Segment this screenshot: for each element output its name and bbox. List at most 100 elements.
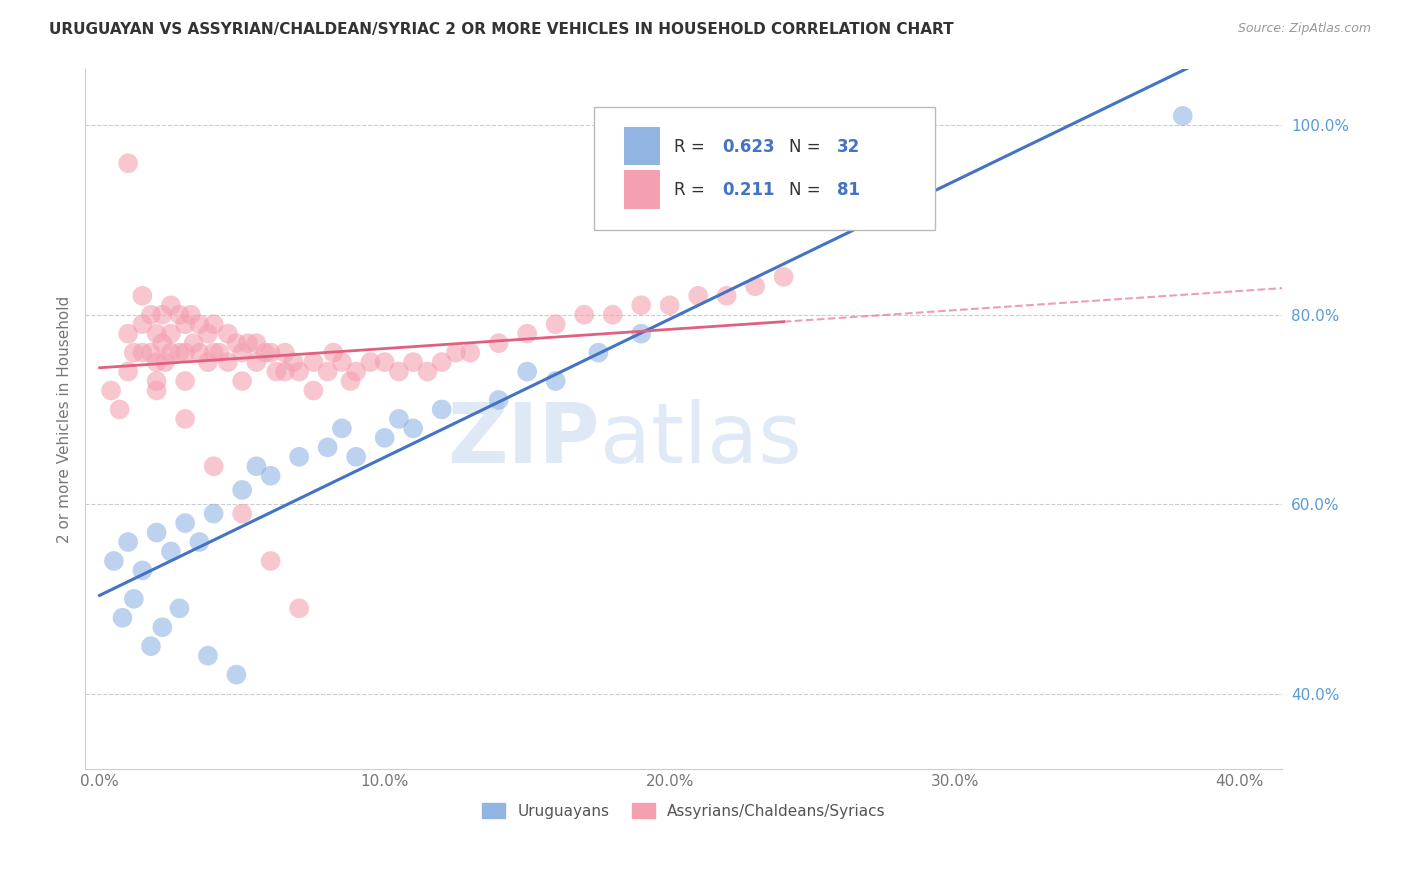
Point [145, 374, 167, 388]
Point [150, 308, 173, 322]
Point [231, 483, 253, 497]
Point [131, 345, 153, 359]
Point [100, 384, 122, 398]
Text: N =: N = [789, 181, 827, 200]
Point [169, 601, 191, 615]
Point [208, 345, 231, 359]
Point [202, 345, 225, 359]
Point [416, 365, 439, 379]
Point [122, 591, 145, 606]
Point [516, 326, 538, 341]
Point [302, 384, 325, 398]
Point [139, 639, 162, 653]
Point [202, 459, 225, 474]
Point [458, 345, 481, 359]
Point [716, 289, 738, 303]
FancyBboxPatch shape [595, 107, 935, 230]
Point [488, 392, 510, 407]
Point [288, 365, 311, 379]
Point [630, 326, 652, 341]
Point [245, 336, 267, 351]
Point [544, 374, 567, 388]
Point [131, 317, 153, 331]
Point [122, 345, 145, 359]
Point [322, 345, 344, 359]
Text: 0.211: 0.211 [723, 181, 775, 200]
Text: N =: N = [789, 138, 827, 156]
Point [274, 345, 297, 359]
Point [103, 554, 125, 568]
Point [388, 412, 411, 426]
Point [225, 336, 247, 351]
FancyBboxPatch shape [624, 170, 659, 209]
Point [174, 412, 197, 426]
Point [316, 365, 339, 379]
FancyBboxPatch shape [624, 127, 659, 165]
Point [245, 459, 267, 474]
Point [202, 317, 225, 331]
Point [145, 384, 167, 398]
Point [430, 402, 453, 417]
Point [283, 355, 305, 369]
Point [344, 365, 367, 379]
Legend: Uruguayans, Assyrians/Chaldeans/Syriacs: Uruguayans, Assyrians/Chaldeans/Syriacs [475, 797, 891, 825]
Point [108, 402, 131, 417]
Point [288, 450, 311, 464]
Point [302, 355, 325, 369]
Point [183, 336, 205, 351]
Point [359, 355, 381, 369]
Point [245, 355, 267, 369]
Point [374, 355, 396, 369]
Point [339, 374, 361, 388]
Point [344, 450, 367, 464]
Point [374, 431, 396, 445]
Point [572, 308, 595, 322]
Point [402, 421, 425, 435]
Point [169, 345, 191, 359]
Point [1171, 109, 1194, 123]
Point [688, 289, 710, 303]
Text: 81: 81 [837, 181, 860, 200]
Point [253, 345, 276, 359]
Point [188, 317, 211, 331]
Point [160, 326, 183, 341]
Text: Source: ZipAtlas.com: Source: ZipAtlas.com [1237, 22, 1371, 36]
Point [153, 355, 176, 369]
Point [174, 374, 197, 388]
Point [430, 355, 453, 369]
Point [117, 365, 139, 379]
Point [188, 535, 211, 549]
Point [197, 326, 219, 341]
Point [117, 535, 139, 549]
Point [197, 648, 219, 663]
Point [217, 355, 239, 369]
Text: R =: R = [675, 181, 710, 200]
Point [266, 365, 288, 379]
Point [330, 421, 353, 435]
Point [150, 336, 173, 351]
Text: R =: R = [675, 138, 710, 156]
Point [180, 308, 202, 322]
Point [588, 345, 610, 359]
Point [274, 365, 297, 379]
Point [188, 345, 211, 359]
Point [259, 468, 281, 483]
Point [516, 365, 538, 379]
Point [131, 289, 153, 303]
Point [744, 279, 766, 293]
Point [330, 355, 353, 369]
Point [145, 525, 167, 540]
Point [225, 667, 247, 681]
Point [236, 336, 259, 351]
Point [160, 544, 183, 558]
Point [231, 345, 253, 359]
Point [174, 516, 197, 530]
Point [139, 345, 162, 359]
Point [145, 326, 167, 341]
Point [160, 345, 183, 359]
Text: URUGUAYAN VS ASSYRIAN/CHALDEAN/SYRIAC 2 OR MORE VEHICLES IN HOUSEHOLD CORRELATIO: URUGUAYAN VS ASSYRIAN/CHALDEAN/SYRIAC 2 … [49, 22, 953, 37]
Point [139, 308, 162, 322]
Point [388, 365, 411, 379]
Point [231, 507, 253, 521]
Point [117, 326, 139, 341]
